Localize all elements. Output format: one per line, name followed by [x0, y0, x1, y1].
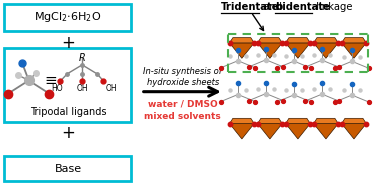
Polygon shape: [258, 118, 282, 124]
Polygon shape: [230, 124, 254, 139]
Text: OH: OH: [76, 84, 88, 93]
Polygon shape: [286, 124, 310, 139]
Text: bidentate: bidentate: [275, 2, 330, 12]
FancyBboxPatch shape: [4, 5, 132, 31]
Polygon shape: [286, 38, 310, 43]
FancyBboxPatch shape: [4, 156, 132, 181]
Polygon shape: [230, 118, 254, 124]
Polygon shape: [314, 38, 338, 43]
Text: hydroxide sheets: hydroxide sheets: [147, 78, 219, 87]
Polygon shape: [258, 38, 282, 43]
Polygon shape: [286, 118, 310, 124]
Text: ≡: ≡: [45, 73, 57, 88]
Text: water / DMSO: water / DMSO: [148, 100, 217, 109]
Polygon shape: [314, 124, 338, 139]
Polygon shape: [230, 43, 254, 58]
Polygon shape: [342, 118, 366, 124]
Text: linkage: linkage: [313, 2, 352, 12]
Text: $R$: $R$: [78, 51, 86, 63]
Polygon shape: [342, 124, 366, 139]
Text: and: and: [260, 2, 285, 12]
Text: OH: OH: [106, 84, 118, 93]
Text: Base: Base: [54, 164, 81, 174]
Text: Tridentate: Tridentate: [221, 2, 280, 12]
Polygon shape: [314, 118, 338, 124]
Text: HO: HO: [52, 84, 63, 93]
Text: +: +: [61, 34, 75, 52]
Text: In-situ synthesis of: In-situ synthesis of: [143, 67, 222, 76]
FancyBboxPatch shape: [4, 48, 132, 122]
Text: mixed solvents: mixed solvents: [144, 112, 221, 121]
Polygon shape: [230, 38, 254, 43]
Polygon shape: [286, 43, 310, 58]
Text: Tripodal ligands: Tripodal ligands: [30, 107, 106, 117]
Text: +: +: [61, 124, 75, 142]
Polygon shape: [258, 43, 282, 58]
Polygon shape: [342, 43, 366, 58]
Polygon shape: [342, 38, 366, 43]
Polygon shape: [314, 43, 338, 58]
Polygon shape: [258, 124, 282, 139]
Text: MgCl$_2$$\cdot$6H$_2$O: MgCl$_2$$\cdot$6H$_2$O: [34, 10, 102, 24]
